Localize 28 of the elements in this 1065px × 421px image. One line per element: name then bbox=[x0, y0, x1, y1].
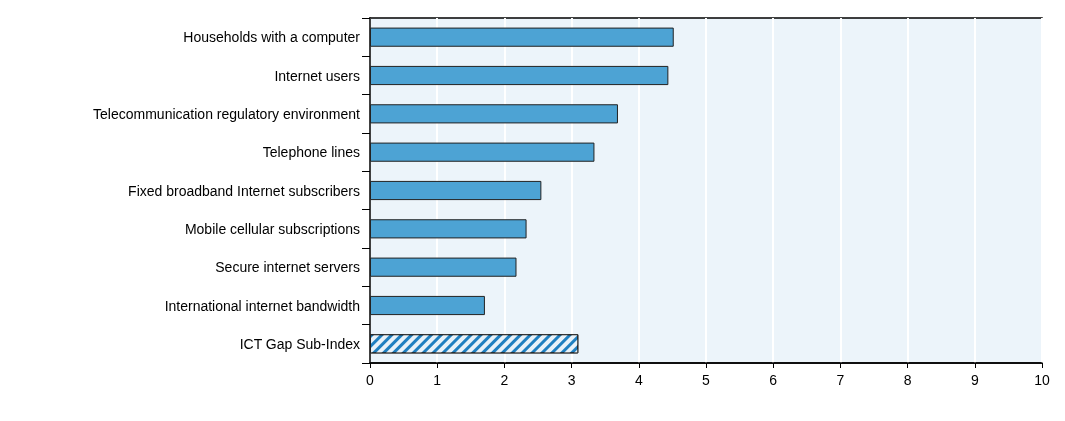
x-tick-label: 7 bbox=[836, 372, 845, 388]
y-tick-label: ICT Gap Sub-Index bbox=[239, 335, 360, 352]
bar bbox=[370, 65, 669, 86]
x-tick-label: 4 bbox=[634, 372, 643, 388]
bar bbox=[370, 180, 542, 201]
bar bbox=[370, 142, 595, 162]
bar bbox=[370, 219, 527, 239]
bar bbox=[370, 104, 618, 124]
y-tick-label: Telephone lines bbox=[262, 144, 360, 161]
bar bbox=[370, 257, 517, 277]
y-tick-label: Telecommunication regulatory environment bbox=[93, 105, 361, 122]
x-tick-label: 2 bbox=[500, 372, 509, 388]
y-tick-label: Internet users bbox=[274, 67, 360, 84]
x-tick-label: 3 bbox=[567, 372, 576, 388]
x-tick-label: 5 bbox=[702, 372, 711, 388]
y-tick-label: International internet bandwidth bbox=[164, 297, 360, 314]
bar bbox=[370, 27, 674, 47]
y-tick-label: Secure internet servers bbox=[215, 259, 360, 276]
x-tick-label: 10 bbox=[1034, 372, 1050, 388]
y-tick-label: Households with a computer bbox=[183, 29, 361, 46]
x-tick-label: 9 bbox=[970, 372, 979, 388]
bar bbox=[370, 295, 485, 316]
x-tick-label: 0 bbox=[366, 372, 375, 388]
x-tick-label: 1 bbox=[433, 372, 442, 388]
x-tick-label: 8 bbox=[903, 372, 912, 388]
y-tick-label: Mobile cellular subscriptions bbox=[184, 220, 360, 237]
y-tick-label: Fixed broadband Internet subscribers bbox=[128, 182, 360, 199]
x-tick-label: 6 bbox=[769, 372, 778, 388]
